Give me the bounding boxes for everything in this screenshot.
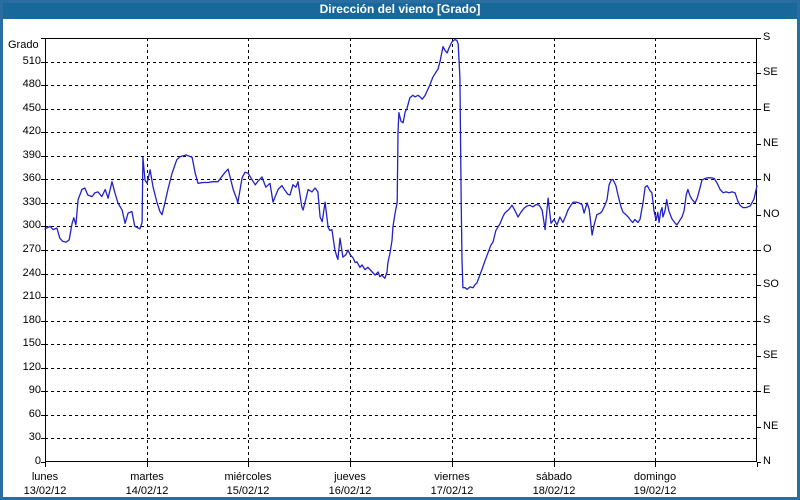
y-tick-label-left: 330: [22, 196, 41, 208]
y-tick-label-right: E: [763, 102, 771, 114]
y-tick-label-left: 360: [22, 172, 41, 184]
y-tick-label-left: 180: [22, 314, 41, 326]
y-tick-label-left: 390: [22, 149, 41, 161]
x-day-name: domingo: [633, 471, 677, 483]
x-day-name: jueves: [334, 471, 366, 483]
x-day-name: sábado: [535, 471, 573, 483]
y-tick-label-right: NE: [763, 137, 779, 149]
y-tick-label-left: 270: [22, 243, 41, 255]
y-tick-label-left: 120: [22, 361, 41, 373]
y-tick-label-right: SO: [763, 278, 779, 290]
y-tick-label-right: NO: [763, 208, 780, 220]
y-tick-label-left: 300: [22, 219, 41, 231]
title-bar: Dirección del viento [Grado]: [0, 0, 800, 19]
y-tick-label-left: 450: [22, 102, 41, 114]
x-day-date: 16/02/12: [328, 485, 372, 497]
x-day-date: 19/02/12: [633, 485, 677, 497]
y-tick-label-right: S: [763, 314, 771, 326]
x-day-date: 15/02/12: [226, 485, 270, 497]
y-tick-label-right: O: [763, 243, 772, 255]
y-tick-label-right: NE: [763, 420, 779, 432]
y-tick-label-right: N: [763, 172, 771, 184]
y-tick-label-left: 240: [22, 267, 41, 279]
y-tick-label-left: 30: [28, 431, 41, 443]
y-tick-label-left: 510: [22, 55, 41, 67]
x-day-date: 14/02/12: [125, 485, 169, 497]
y-tick-label-right: SE: [763, 349, 778, 361]
x-day-name: martes: [130, 471, 164, 483]
y-tick-label-left: 420: [22, 125, 41, 137]
y-tick-label-right: N: [763, 455, 771, 467]
y-tick-label-left: 150: [22, 337, 41, 349]
x-day-name: viernes: [434, 471, 470, 483]
y-tick-label-left: 480: [22, 78, 41, 90]
x-day-name: miércoles: [224, 471, 272, 483]
y-tick-label-right: E: [763, 384, 771, 396]
y-tick-label-left: 90: [28, 384, 41, 396]
x-day-date: 17/02/12: [430, 485, 474, 497]
chart-title: Dirección del viento [Grado]: [319, 2, 481, 16]
y-tick-label-left: 60: [28, 408, 41, 420]
x-day-date: 18/02/12: [532, 485, 576, 497]
y-tick-label-left: 0: [34, 455, 41, 467]
x-day-date: 13/02/12: [23, 485, 67, 497]
plot-frame: [45, 38, 757, 462]
y-axis-title: Grado: [8, 39, 39, 51]
y-tick-label-right: S: [763, 31, 771, 43]
wind-direction-series-line: [44, 38, 758, 290]
y-tick-label-right: SE: [763, 66, 778, 78]
x-day-name: lunes: [31, 471, 59, 483]
y-tick-label-left: 210: [22, 290, 41, 302]
